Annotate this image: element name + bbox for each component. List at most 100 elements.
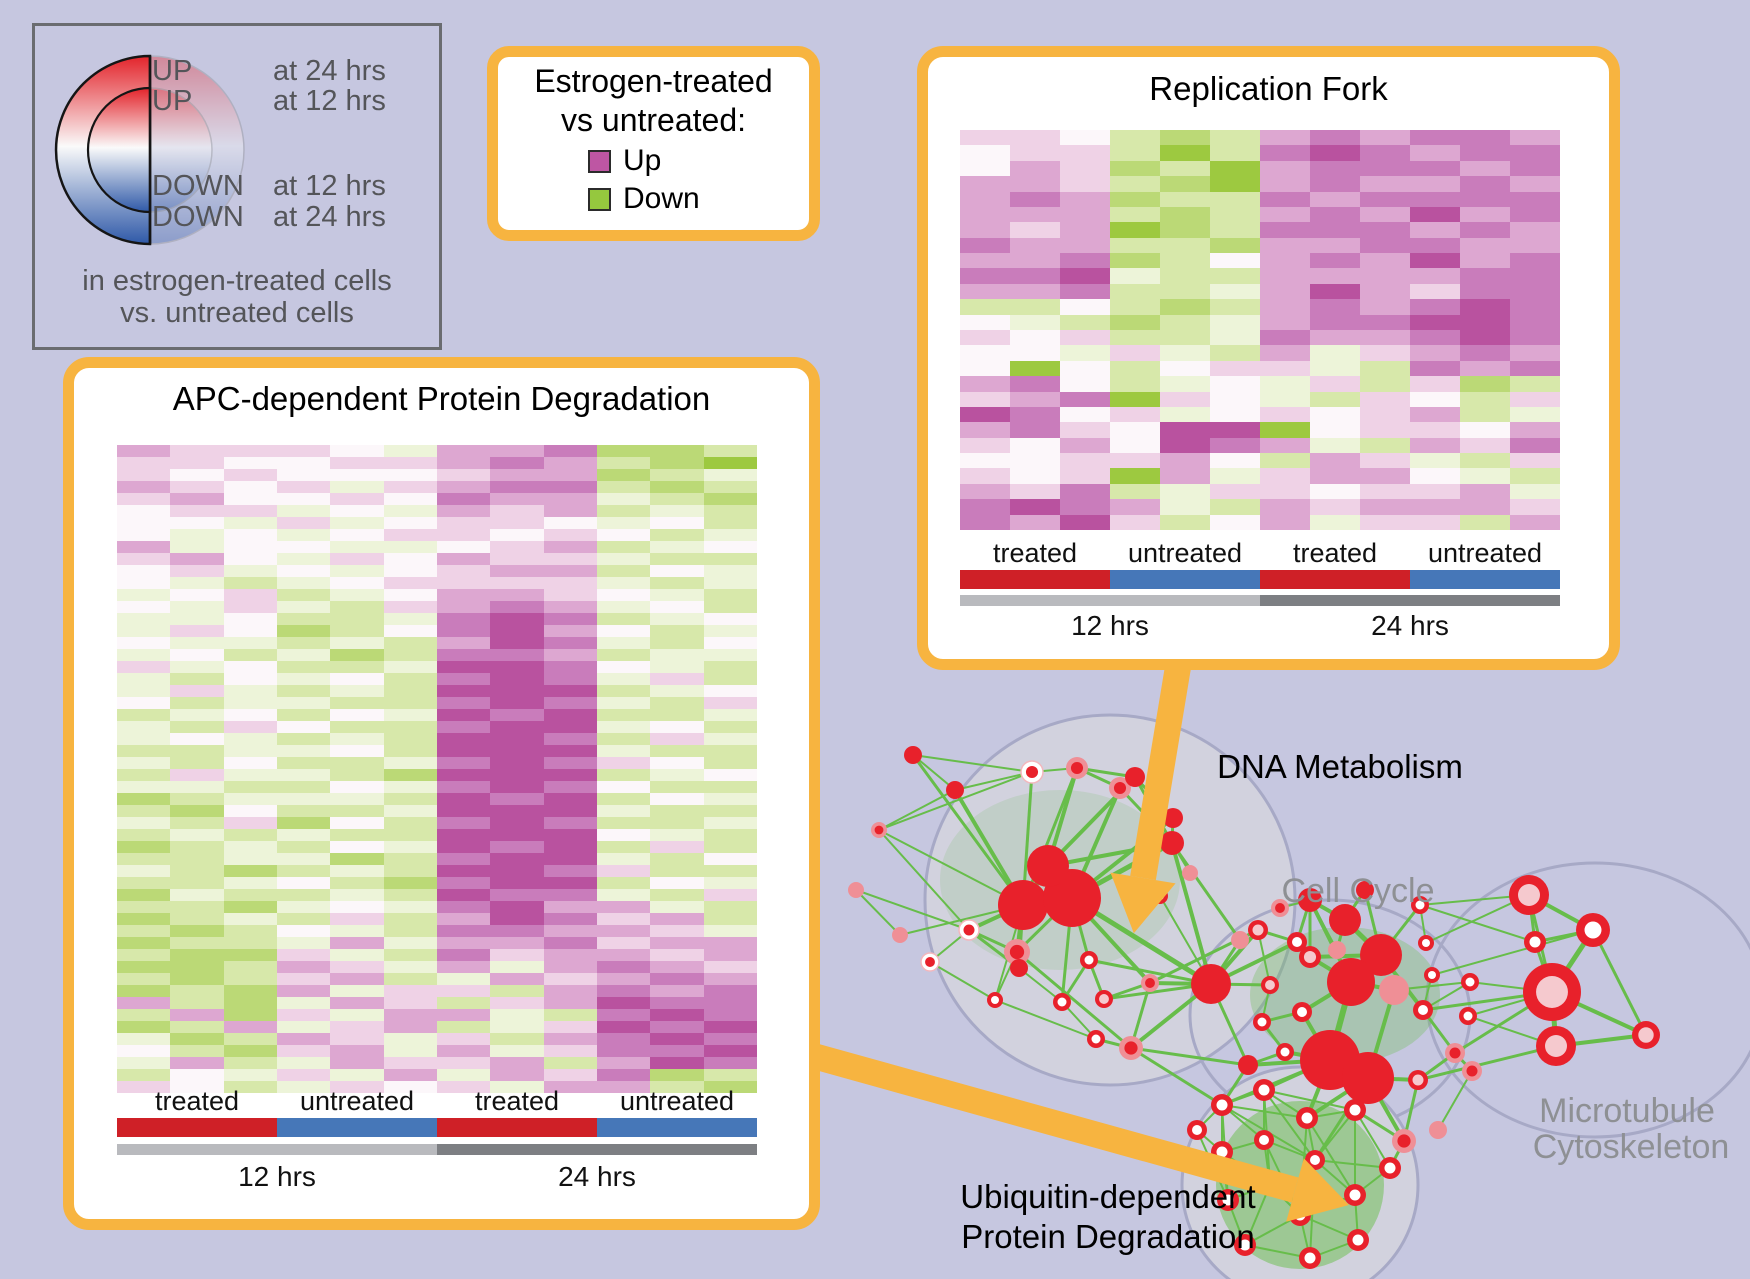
gene-node [1360,934,1402,976]
heatmap-cell [170,901,224,913]
gene-node [1379,975,1409,1005]
heatmap-cell [170,697,224,709]
heatmap-cell [436,1021,491,1033]
heatmap-cell [223,973,277,985]
heatmap-cell [223,613,277,625]
heatmap-cell [330,469,384,481]
heatmap-cell [703,877,757,889]
heatmap-cell [1460,437,1510,454]
heatmap-cell [117,1057,171,1069]
heatmap-cell [117,673,171,685]
heatmap-cell [1060,422,1110,438]
heatmap-cell [703,841,757,853]
heatmap-cell [1060,145,1110,161]
group-label: treated [992,538,1078,568]
heatmap-cell [330,853,384,865]
heatmap-cell [383,445,437,457]
heatmap-cell [1310,253,1360,269]
heatmap-cell [1210,222,1260,238]
heatmap-cell [117,901,171,913]
apc-group-labels: treated untreated treated untreated [117,1086,757,1116]
heatmap-cell [436,685,491,697]
heatmap-cell [596,541,651,553]
gene-node-center [1415,900,1425,910]
heatmap-cell [543,769,597,781]
heatmap-cell [596,637,651,649]
heatmap-cell [436,829,491,841]
heatmap-cell [1360,314,1410,330]
heatmap-cell [276,997,331,1009]
heatmap-cell [330,697,384,709]
gene-node [1327,958,1375,1006]
heatmap-cell [1510,376,1560,392]
heatmap-cell [596,937,651,949]
heatmap-cell [117,961,171,973]
heatmap-cell [650,1009,704,1021]
heatmap-cell [650,541,704,553]
heatmap-cell [1260,314,1310,330]
heatmap-cell [330,925,384,937]
heatmap-cell [703,589,757,601]
heatmap-cell [223,1021,277,1033]
heatmap-cell [330,961,384,973]
heatmap-cell [650,685,704,697]
heatmap-cell [1310,376,1360,392]
heatmap-cell [1510,483,1560,500]
heatmap-cell [330,649,384,661]
heatmap-cell [596,1045,651,1057]
heatmap-cell [490,733,544,745]
heatmap-cell [703,469,757,481]
heatmap-cell [330,1045,384,1057]
heatmap-cell [1460,376,1510,392]
heatmap-cell [1060,437,1110,454]
heatmap-cell [276,973,331,985]
heatmap-cell [383,481,437,493]
heatmap-cell [703,961,757,973]
heatmap-cell [330,553,384,565]
heatmap-cell [117,769,171,781]
apc-panel-title: APC-dependent Protein Degradation [172,380,711,417]
gene-node-center [1091,1034,1101,1044]
heatmap-cell [650,733,704,745]
heatmap-cell [170,721,224,733]
heatmap-cell [650,625,704,637]
heatmap-cell [1060,468,1110,484]
heatmap-cell [1010,453,1060,469]
heatmap-cell [117,877,171,889]
heatmap-cell [703,949,757,961]
heatmap-cell [650,529,704,541]
heatmap-cell [170,1069,224,1081]
heatmap-cell [276,481,331,493]
heatmap-cell [436,805,491,817]
heatmap-cell [1410,191,1460,207]
heatmap-cell [1460,360,1510,377]
heatmap-cell [490,877,544,889]
network-edge [954,771,1033,791]
apc-heatmap [117,445,757,1093]
heatmap-cell [436,937,491,949]
heatmap-cell [170,1009,224,1021]
heatmap-cell [276,577,331,589]
heatmap-cell [543,481,597,493]
heatmap-cell [1510,453,1560,469]
heatmap-cell [490,529,544,541]
heatmap-cell [1410,391,1460,407]
heatmap-cell [330,625,384,637]
heatmap-cell [1310,422,1360,438]
heatmap-cell [490,1021,544,1033]
network-edge [1130,1046,1223,1107]
heatmap-cell [650,481,704,493]
heatmap-cell [223,961,277,973]
heatmap-cell [1160,268,1210,284]
key-time-label: at 12 hrs [273,170,386,202]
heatmap-cell [1460,237,1510,254]
heatmap-cell [650,697,704,709]
heatmap-cell [223,997,277,1009]
heatmap-cell [170,1045,224,1057]
heatmap-cell [490,925,544,937]
heatmap-cell [436,1069,491,1081]
heatmap-cell [1460,222,1510,238]
heatmap-cell [276,697,331,709]
heatmap-cell [703,673,757,685]
heatmap-cell [543,517,597,529]
